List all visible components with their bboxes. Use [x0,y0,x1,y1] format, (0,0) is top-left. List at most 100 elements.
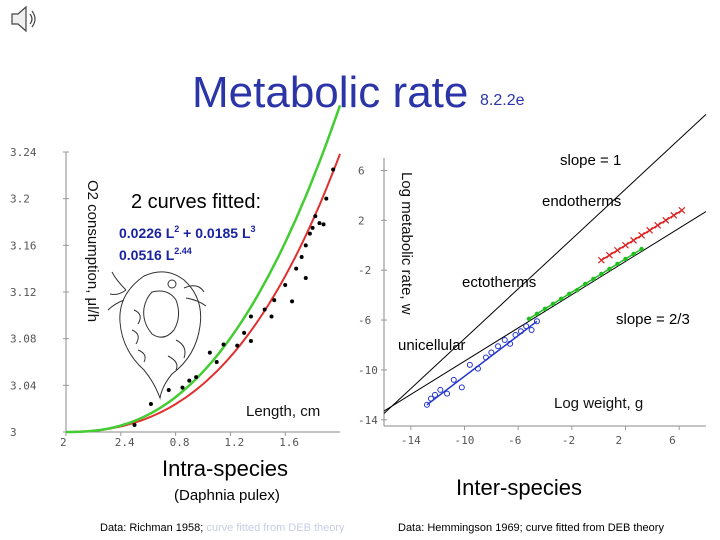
left-data-point [299,255,304,259]
annotation-slope-2-3: slope = 2/3 [616,311,690,328]
ectotherm-point [599,271,604,277]
left-data-point [331,167,336,172]
annotation-unicellular: unicellular [398,337,466,354]
fit-heading: 2 curves fitted: [131,191,261,213]
left-data-point [321,222,326,227]
unicellular-point [507,340,514,347]
left-data-point [248,314,253,319]
endotherm-point [597,256,605,264]
unicellular-point [458,384,465,391]
page-title: Metabolic rate [192,68,469,117]
ectotherm-point [526,316,532,321]
left-y-tick-label: 3.12 [10,286,37,299]
right-y-axis-label: Log metabolic rate, w [398,172,415,315]
annotation-slope-1: slope = 1 [560,152,621,169]
right-x-tick-label: 6 [669,434,676,447]
endotherm-point [654,221,662,229]
right-x-tick-label: -10 [455,434,475,447]
left-data-point [313,214,318,219]
unicellular-point [495,343,502,350]
unicellular-point [533,318,540,325]
endotherm-point [605,251,613,259]
inter-species-caption: Inter-species [456,475,582,500]
left-x-tick-label: 2 [60,436,67,449]
unicellular-point [501,336,508,343]
left-data-point [248,339,253,343]
fit-equation-1: 0.0226 L2 + 0.0185 L3 [119,224,256,241]
ectotherm-point [542,306,548,312]
unicellular-point [431,391,438,398]
ectotherm-point [639,246,644,252]
unicellular-point [444,390,451,397]
ectotherm-point [591,276,596,282]
unicellular-point [482,354,489,361]
ectotherm-point [583,281,588,287]
left-data-point [303,243,308,248]
endotherm-point [670,211,678,219]
right-y-tick-label: -6 [358,314,371,327]
left-data-point [180,385,185,390]
section-number: 8.2.2e [480,92,525,109]
left-y-tick-label: 3 [10,426,17,439]
left-data-point [307,231,312,236]
left-data-point [324,196,329,201]
left-y-tick-label: 3.24 [10,146,37,159]
left-data-point [242,330,247,335]
left-data-point [235,343,240,348]
annotation-endotherms: endotherms [542,193,621,210]
ectotherm-point [623,256,628,262]
intra-species-subcaption: (Daphnia pulex) [174,487,280,504]
left-y-axis-label: O2 consumption, μl/h [84,180,101,322]
ectotherm-point [558,296,564,302]
left-data-point [269,314,274,319]
speaker-icon[interactable] [11,5,36,33]
endotherm-point [662,216,670,224]
daphnia-drawing [107,271,207,400]
right-y-tick-label: -14 [358,414,378,427]
left-y-tick-label: 3.04 [10,379,37,392]
unicellular-point [427,395,434,402]
unicellular-point [517,328,524,335]
intra-species-source: Data: Richman 1958; curve fitted from DE… [100,522,345,534]
left-data-point [272,298,277,303]
ectotherm-point [615,261,620,267]
unicellular-point [528,327,535,334]
endotherm-point [630,236,637,244]
unicellular-point [437,386,444,393]
left-data-point [207,350,212,355]
endotherm-point [638,231,646,239]
unicellular-point [523,323,530,330]
right-x-tick-label: 2 [616,434,623,447]
left-data-point [283,283,288,287]
ectotherm-point [631,251,636,257]
left-data-point [166,388,171,392]
right-y-tick-label: -2 [358,264,371,277]
unicellular-point [512,332,519,339]
source-prefix: Data: Richman 1958; [100,522,207,534]
ectotherm-point [566,291,572,297]
left-data-point [221,342,226,347]
ectotherm-point [534,311,540,317]
reference-line [383,211,707,412]
right-x-axis-label: Log weight, g [554,395,643,412]
right-x-tick-label: -14 [401,434,421,447]
left-x-tick-label: 2.4 [115,436,135,449]
right-y-tick-label: 6 [358,164,365,177]
left-data-point [187,378,192,383]
endotherm-point [678,206,686,214]
left-x-axis-label: Length, cm [246,403,320,420]
endotherm-point [622,241,629,249]
ectotherm-point [575,287,580,293]
fit-curve-power [66,104,342,434]
left-data-point [194,375,199,380]
left-data-point [317,221,322,226]
left-x-tick-label: 1.6 [279,436,299,449]
unicellular-point [488,349,495,356]
intra-species-caption: Intra-species [162,456,288,481]
left-data-point [310,225,315,230]
endotherm-point [614,246,621,254]
annotation-ectotherms: ectotherms [462,274,536,291]
left-y-tick-label: 3.08 [10,333,37,346]
left-data-point [262,307,267,312]
